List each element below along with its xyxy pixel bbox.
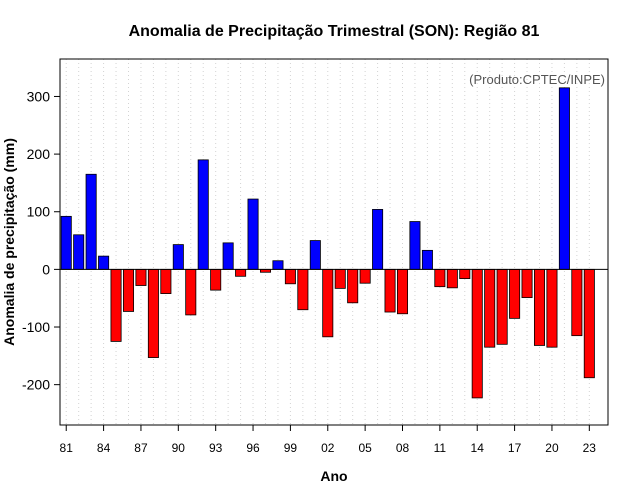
bar-13 [459, 268, 471, 280]
x-tick-label: 93 [209, 441, 223, 455]
bar-14 [471, 268, 483, 399]
bar-16 [496, 268, 508, 345]
bar-19 [533, 268, 546, 346]
bar-00 [297, 268, 309, 311]
bar-99 [284, 268, 296, 285]
y-axis-label: Anomalia de precipitação (mm) [1, 138, 17, 346]
x-tick-label: 11 [434, 441, 447, 455]
bar-12 [446, 268, 458, 289]
bar-94 [222, 242, 234, 270]
bar-90 [172, 244, 184, 270]
bar-20 [546, 268, 558, 348]
y-tick-label: -100 [22, 319, 50, 335]
x-tick-label: 96 [246, 441, 260, 455]
bar-01 [309, 240, 321, 270]
bar-15 [484, 268, 496, 348]
bar-98 [272, 260, 284, 270]
y-axis: -200 -100 0 100 200 300 [22, 88, 60, 393]
bar-81 [60, 215, 72, 270]
bar-83 [85, 173, 97, 270]
bar-22 [571, 268, 583, 337]
y-tick-label: 200 [27, 146, 51, 162]
bar-96 [247, 198, 259, 270]
x-tick-label: 08 [396, 441, 410, 455]
bar-92 [197, 159, 209, 270]
x-tick-label: 84 [97, 441, 111, 455]
bar-89 [160, 268, 172, 294]
bar-86 [122, 268, 135, 312]
bar-04 [347, 268, 359, 304]
bar-23 [583, 268, 595, 379]
bar-10 [421, 249, 433, 270]
y-tick-label: 0 [42, 261, 50, 277]
y-tick-label: 300 [27, 88, 51, 104]
x-tick-label: 20 [545, 441, 559, 455]
x-tick-label: 05 [358, 441, 372, 455]
bar-02 [322, 268, 334, 338]
bar-95 [235, 268, 247, 277]
bar-84 [98, 255, 110, 270]
x-tick-label: 90 [172, 441, 186, 455]
bar-11 [434, 268, 446, 288]
plot-frame [59, 58, 609, 426]
x-tick-label: 02 [321, 441, 335, 455]
bar-17 [509, 268, 521, 319]
bar-07 [384, 268, 396, 313]
x-tick-label: 87 [134, 441, 148, 455]
bar-18 [521, 268, 533, 299]
y-tick-label: 100 [27, 204, 51, 220]
x-tick-label: 81 [60, 441, 74, 455]
bar-06 [372, 209, 384, 270]
bar-93 [210, 268, 222, 291]
vertical-grid [65, 59, 590, 425]
bar-05 [359, 268, 371, 284]
bar-82 [73, 234, 85, 270]
bar-85 [110, 268, 122, 342]
bar-08 [396, 268, 409, 315]
bar-87 [135, 268, 147, 286]
bar-03 [334, 268, 346, 289]
source-annotation: (Produto:CPTEC/INPE) [469, 72, 605, 87]
x-tick-label: 23 [583, 441, 597, 455]
y-tick-label: -200 [22, 377, 50, 393]
bar-88 [147, 268, 159, 358]
bar-09 [409, 221, 421, 270]
bar-91 [185, 268, 197, 316]
x-tick-label: 99 [284, 441, 298, 455]
x-axis: 81 84 87 90 93 96 99 02 05 08 11 14 17 20 23 [60, 425, 597, 455]
bar-series [60, 87, 595, 399]
x-tick-label: 17 [508, 441, 522, 455]
bar-21 [558, 87, 570, 270]
chart-title: Anomalia de Precipitação Trimestral (SON… [129, 23, 540, 40]
x-axis-label: Ano [320, 468, 347, 484]
x-tick-label: 14 [471, 441, 485, 455]
